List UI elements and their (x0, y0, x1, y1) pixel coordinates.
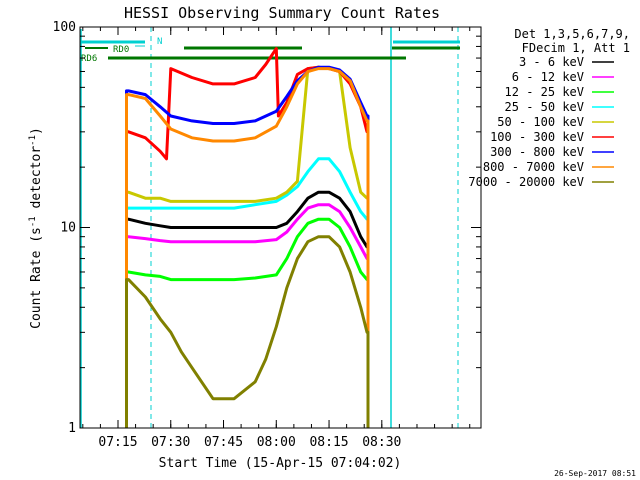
legend-label: 6 - 12 keV (512, 70, 584, 84)
x-tick-label: 07:15 (98, 435, 137, 450)
series-line (125, 67, 370, 428)
annotation-label: RD0 (113, 45, 129, 55)
annotation-label: RD6 (81, 54, 97, 64)
y-tick-label: 100 (53, 20, 76, 35)
annotation-label: N (157, 37, 162, 47)
x-axis-label: Start Time (15-Apr-15 07:04:02) (159, 456, 402, 471)
x-tick-label: 08:00 (257, 435, 296, 450)
legend-label: 300 - 800 keV (490, 145, 584, 159)
legend-title-line1: Det 1,3,5,6,7,9, (514, 27, 630, 41)
y-axis-label-mid: detector (29, 146, 44, 217)
y-axis-label-end: ) (29, 127, 44, 135)
series-line (125, 203, 370, 428)
legend-label: 25 - 50 keV (505, 100, 584, 114)
y-tick-label: 10 (60, 221, 76, 236)
x-tick-label: 08:15 (309, 435, 348, 450)
series-line (125, 235, 370, 428)
series-line (125, 190, 370, 428)
x-axis: 07:15 07:30 07:45 08:00 08:15 08:30 (82, 27, 471, 450)
plot-series (125, 47, 370, 428)
x-tick-label: 07:30 (151, 435, 190, 450)
y-axis-label-sup2: -1 (28, 135, 38, 146)
series-line (125, 217, 370, 428)
y-axis-label-sup1: -1 (28, 216, 38, 227)
legend-label: 3 - 6 keV (519, 55, 584, 69)
x-tick-label: 08:30 (362, 435, 401, 450)
legend-label: 800 - 7000 keV (483, 160, 584, 174)
y-axis: 100 10 1 (53, 20, 481, 436)
legend-title-line2: FDecim 1, Att 1 (522, 41, 630, 55)
timestamp: 26-Sep-2017 08:51 (554, 469, 636, 478)
legend: Det 1,3,5,6,7,9, FDecim 1, Att 1 3 - 6 k… (468, 27, 630, 189)
x-tick-label: 07:45 (204, 435, 243, 450)
legend-label: 12 - 25 keV (505, 85, 584, 99)
y-tick-label: 1 (68, 421, 76, 436)
series-line (125, 65, 370, 428)
legend-label: 7000 - 20000 keV (468, 175, 584, 189)
legend-label: 50 - 100 keV (497, 115, 584, 129)
chart-title: HESSI Observing Summary Count Rates (124, 4, 440, 22)
legend-label: 100 - 300 keV (490, 130, 584, 144)
y-axis-label-main: Count Rate (s (29, 227, 44, 329)
y-axis-label: Count Rate (s-1 detector-1) (28, 127, 44, 329)
plot-annotations: RD0 RD6 N (80, 27, 460, 428)
series-line (125, 157, 370, 428)
